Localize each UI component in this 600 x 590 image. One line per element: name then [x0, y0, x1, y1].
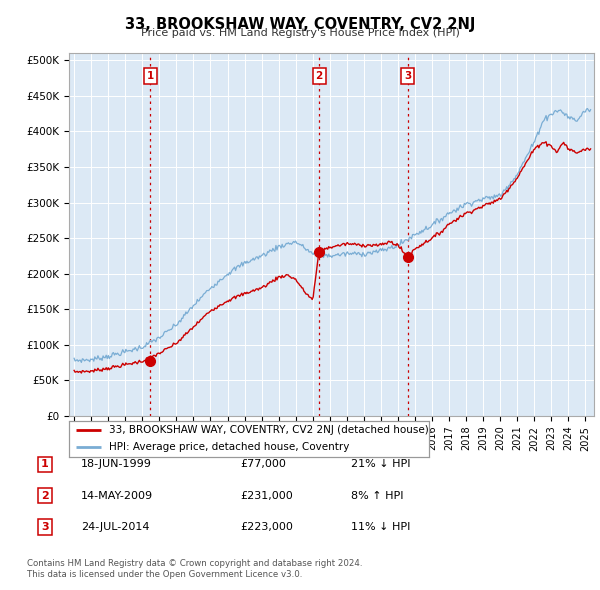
Text: 2: 2: [316, 71, 323, 81]
Text: 3: 3: [41, 522, 49, 532]
Text: 1: 1: [41, 460, 49, 469]
Text: Price paid vs. HM Land Registry's House Price Index (HPI): Price paid vs. HM Land Registry's House …: [140, 28, 460, 38]
Text: 2: 2: [41, 491, 49, 500]
Text: £223,000: £223,000: [240, 522, 293, 532]
Text: 21% ↓ HPI: 21% ↓ HPI: [351, 460, 410, 469]
Text: 24-JUL-2014: 24-JUL-2014: [81, 522, 149, 532]
Text: 18-JUN-1999: 18-JUN-1999: [81, 460, 152, 469]
Text: Contains HM Land Registry data © Crown copyright and database right 2024.
This d: Contains HM Land Registry data © Crown c…: [27, 559, 362, 579]
Text: 11% ↓ HPI: 11% ↓ HPI: [351, 522, 410, 532]
Text: 33, BROOKSHAW WAY, COVENTRY, CV2 2NJ: 33, BROOKSHAW WAY, COVENTRY, CV2 2NJ: [125, 17, 475, 31]
Text: 3: 3: [404, 71, 411, 81]
Text: HPI: Average price, detached house, Coventry: HPI: Average price, detached house, Cove…: [109, 442, 349, 452]
Text: £77,000: £77,000: [240, 460, 286, 469]
Text: 1: 1: [146, 71, 154, 81]
Text: £231,000: £231,000: [240, 491, 293, 500]
Text: 14-MAY-2009: 14-MAY-2009: [81, 491, 153, 500]
Text: 8% ↑ HPI: 8% ↑ HPI: [351, 491, 404, 500]
Text: 33, BROOKSHAW WAY, COVENTRY, CV2 2NJ (detached house): 33, BROOKSHAW WAY, COVENTRY, CV2 2NJ (de…: [109, 425, 428, 435]
